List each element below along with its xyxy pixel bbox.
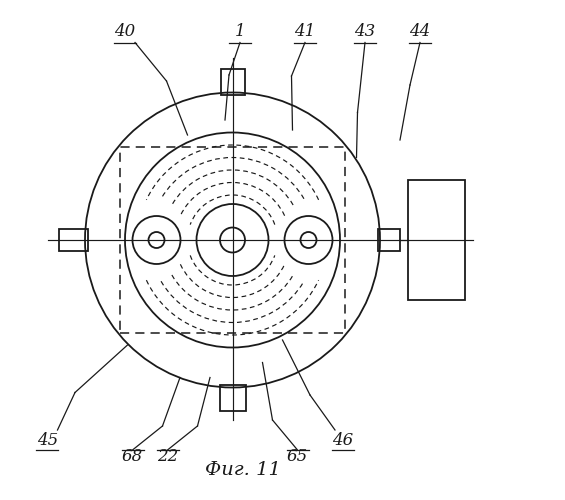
Text: 43: 43 [354,23,376,40]
Text: 1: 1 [234,23,245,40]
Text: 41: 41 [294,23,316,40]
Text: 40: 40 [114,23,136,40]
Text: 46: 46 [332,432,353,449]
Text: 44: 44 [410,23,431,40]
Bar [219,385,246,411]
Text: 68: 68 [122,448,143,465]
Bar [220,69,245,95]
Text: 45: 45 [37,432,58,449]
Bar [407,180,465,300]
Bar [120,148,345,332]
Text: 65: 65 [287,448,308,465]
Bar [59,229,88,251]
Bar [377,229,400,251]
Text: 22: 22 [157,448,178,465]
Text: Фиг. 11: Фиг. 11 [205,461,280,479]
